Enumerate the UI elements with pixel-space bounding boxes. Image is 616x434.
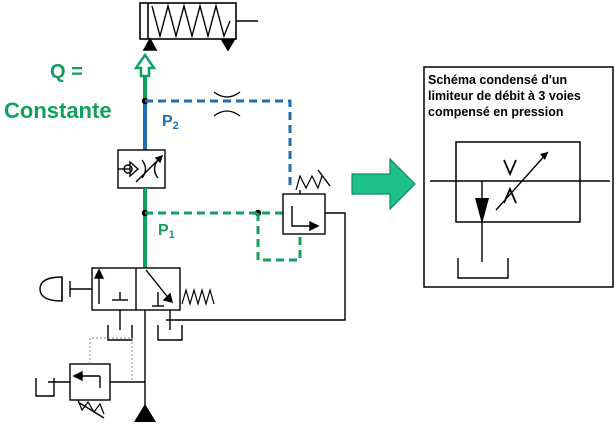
orifice-symbol xyxy=(213,91,241,117)
p1-pilot-loop xyxy=(256,213,302,262)
p1-letter: P xyxy=(158,222,169,239)
flow-label-constant: Constante xyxy=(4,98,112,123)
condensed-view-arrow xyxy=(351,157,416,211)
p1-subscript: 1 xyxy=(168,229,175,241)
relief-pilot-line xyxy=(89,337,133,382)
pressure-relief-valve xyxy=(35,363,111,419)
p2-pilot-line xyxy=(145,99,292,188)
directional-control-valve xyxy=(39,267,215,311)
panel-title: Schéma condensé d'un limiteur de débit à… xyxy=(428,73,581,119)
p2-subscript: 2 xyxy=(172,120,179,132)
p2-letter: P xyxy=(162,113,173,130)
throttle-check-valve xyxy=(117,149,166,189)
condensed-schema-panel xyxy=(423,66,614,288)
pressure-label-p2: P2 xyxy=(162,113,179,135)
pressure-compensator-valve xyxy=(166,169,346,321)
pressure-label-p1: P1 xyxy=(158,222,175,244)
cylinder-actuator xyxy=(139,2,258,52)
flow-label-q: Q = xyxy=(50,61,83,83)
pump-source-icon xyxy=(134,404,156,422)
outlet-flow-arrow xyxy=(133,52,157,100)
tank-symbols xyxy=(107,310,183,341)
